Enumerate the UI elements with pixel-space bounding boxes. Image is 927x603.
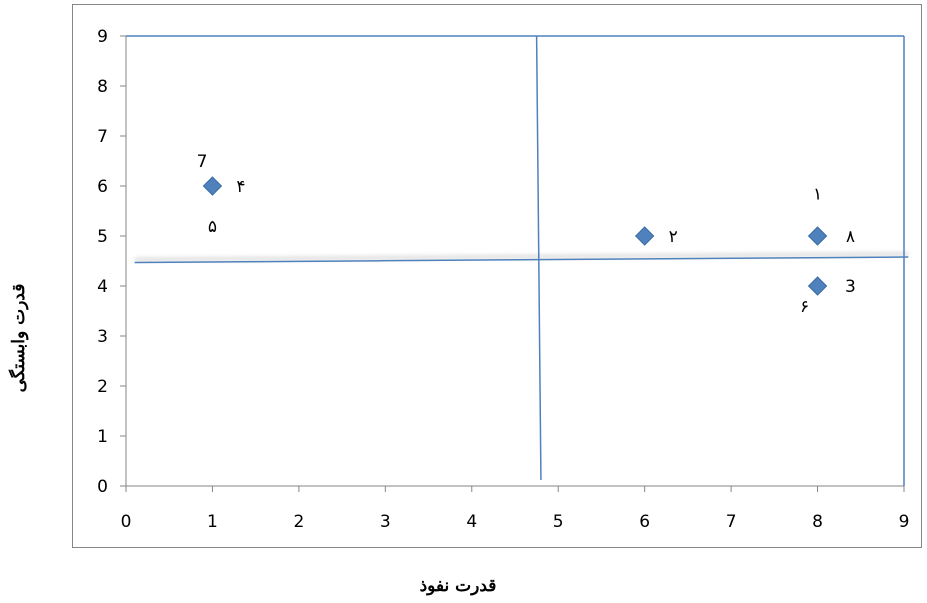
x-axis-title: قدرت نفوذ	[420, 576, 497, 596]
chart-frame	[72, 4, 922, 548]
y-tick-label: 2	[97, 377, 108, 397]
x-tick-label: 4	[466, 512, 477, 532]
data-point-diamond	[202, 176, 223, 196]
x-tick-label: 9	[899, 512, 910, 532]
y-tick-label: 4	[97, 277, 108, 297]
point-label: ۸	[846, 227, 855, 247]
point-labels: 7 ۴۵ ۲ ۱ ۸ 3 ۶	[197, 152, 856, 317]
x-tick-label: 5	[553, 512, 564, 532]
axes: 0 1 2 3 4 5 6 7 8 9 0 1 2 3 4 5 6 7 8 9	[97, 27, 909, 532]
y-tick-label: 0	[97, 477, 108, 497]
x-tick-label: 7	[726, 512, 737, 532]
y-tick-label: 1	[97, 427, 108, 447]
y-tick-label: 9	[97, 27, 108, 47]
point-label: 7	[197, 152, 208, 172]
point-label: 3	[845, 277, 856, 297]
point-label: ۵	[208, 217, 217, 237]
y-tick-label: 3	[97, 327, 108, 347]
point-label: ۱	[813, 185, 822, 205]
horizontal-quadrant-line	[134, 256, 909, 264]
y-tick-label: 6	[97, 177, 108, 197]
x-tick-label: 0	[121, 512, 132, 532]
data-points	[202, 176, 828, 296]
x-tick-label: 8	[812, 512, 823, 532]
quadrant-lines	[126, 35, 909, 486]
point-label: ۴	[236, 177, 245, 197]
point-label: ۲	[669, 227, 678, 247]
y-tick-label: 5	[97, 227, 108, 247]
point-label: ۶	[800, 297, 809, 317]
data-point-diamond	[807, 226, 828, 246]
y-tick-label: 8	[97, 77, 108, 97]
y-axis-title: قدرت وابستگی	[8, 284, 29, 393]
vertical-quadrant-line	[535, 35, 542, 481]
data-point-diamond	[634, 226, 655, 246]
x-tick-label: 2	[293, 512, 304, 532]
data-point-diamond	[807, 276, 828, 296]
x-tick-label: 6	[639, 512, 650, 532]
x-tick-label: 3	[380, 512, 391, 532]
x-tick-label: 1	[207, 512, 218, 532]
y-tick-label: 7	[97, 127, 108, 147]
